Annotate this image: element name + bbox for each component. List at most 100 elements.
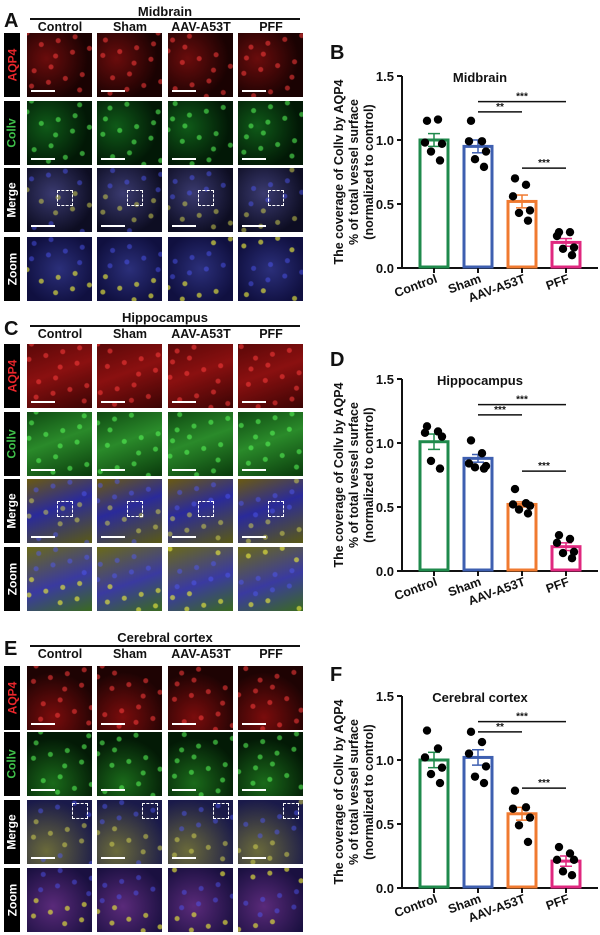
x-tick-label: PFF — [544, 892, 571, 913]
scale-bar — [101, 400, 125, 403]
data-point — [567, 554, 577, 563]
row-label-zoom: Zoom — [4, 868, 20, 932]
y-axis-label: The coverage of Collv by AQP4 — [332, 79, 346, 264]
data-point — [525, 206, 535, 215]
panel-letter-c: C — [4, 318, 19, 340]
data-point — [514, 505, 524, 514]
scale-bar — [101, 89, 125, 92]
column-header: Control — [37, 647, 83, 661]
scale-bar — [242, 468, 266, 471]
micrograph-zoom-pff — [238, 547, 303, 611]
data-point — [464, 459, 474, 468]
scale-bar — [31, 856, 55, 859]
y-axis-label: (normalized to control) — [362, 407, 376, 542]
micrograph-zoom-sham — [97, 868, 162, 932]
scale-bar — [172, 788, 196, 791]
data-point — [422, 116, 432, 126]
micrograph-aqp4-control — [27, 33, 92, 97]
micrograph-collv-control — [27, 101, 92, 165]
scale-bar — [31, 788, 55, 791]
scale-bar — [172, 468, 196, 471]
zoom-roi-box — [213, 803, 229, 819]
y-tick-label: 1.5 — [376, 372, 394, 387]
zoom-roi-box — [142, 803, 158, 819]
data-point — [437, 763, 447, 772]
data-point — [552, 538, 562, 548]
y-tick-label: 0.0 — [376, 564, 394, 579]
data-point — [422, 726, 432, 735]
panel-letter-d: D — [330, 349, 344, 371]
data-point — [479, 464, 489, 473]
scale-bar — [172, 400, 196, 403]
micrograph-merge-control — [27, 479, 92, 543]
y-tick-label: 1.5 — [376, 69, 394, 84]
data-point — [477, 137, 487, 146]
title-underline — [30, 18, 300, 20]
zoom-roi-box — [198, 190, 214, 206]
micrograph-collv-control — [27, 732, 92, 796]
data-point — [554, 530, 564, 540]
zoom-roi-box — [127, 190, 143, 206]
y-axis-label: % of total vessel surface — [347, 402, 361, 548]
scale-bar — [31, 157, 55, 160]
data-point — [435, 156, 445, 165]
region-title: Hippocampus — [122, 310, 208, 325]
region-title: Cerebral cortex — [117, 630, 213, 645]
scale-bar — [172, 722, 196, 725]
data-point — [435, 464, 445, 473]
data-point — [510, 174, 520, 183]
panel-letter-b: B — [330, 42, 344, 64]
data-point — [558, 867, 568, 876]
scale-bar — [101, 224, 125, 227]
row-label-merge: Merge — [4, 479, 20, 543]
data-point — [479, 778, 489, 788]
column-header: Control — [37, 327, 83, 341]
scale-bar — [242, 722, 266, 725]
data-point — [477, 449, 487, 458]
micrograph-aqp4-pff — [238, 666, 303, 730]
significance-stars: *** — [516, 92, 528, 103]
micrograph-zoom-aav-a53t — [168, 868, 233, 932]
column-header: Sham — [112, 327, 148, 341]
zoom-roi-box — [127, 501, 143, 517]
data-point — [433, 744, 443, 753]
chart-title: Hippocampus — [437, 373, 523, 388]
zoom-roi-box — [57, 190, 73, 206]
column-header: AAV-A53T — [171, 20, 231, 34]
data-point — [479, 162, 489, 172]
data-point — [558, 244, 568, 253]
micrograph-aqp4-control — [27, 344, 92, 408]
zoom-roi-box — [72, 803, 88, 819]
title-underline — [30, 325, 300, 327]
data-point — [508, 804, 518, 813]
y-tick-label: 0.0 — [376, 261, 394, 276]
data-point — [466, 436, 476, 445]
micrograph-zoom-pff — [238, 237, 303, 301]
significance-stars: *** — [516, 712, 528, 723]
data-point — [510, 786, 520, 795]
micrograph-merge-aav-a53t — [168, 168, 233, 232]
scale-bar — [242, 788, 266, 791]
row-label-merge: Merge — [4, 168, 20, 232]
data-point — [470, 772, 480, 781]
data-point — [569, 855, 579, 865]
zoom-roi-box — [57, 501, 73, 517]
x-tick-label: PFF — [544, 575, 571, 596]
data-point — [567, 251, 577, 260]
scale-bar — [101, 468, 125, 471]
zoom-roi-box — [268, 501, 284, 517]
significance-stars: *** — [516, 395, 528, 406]
significance-stars: *** — [538, 158, 550, 169]
micrograph-merge-sham — [97, 168, 162, 232]
data-point — [437, 432, 447, 441]
data-point — [437, 139, 447, 149]
micrograph-merge-control — [27, 168, 92, 232]
data-point — [481, 147, 491, 156]
micrograph-aqp4-sham — [97, 666, 162, 730]
micrograph-zoom-aav-a53t — [168, 237, 233, 301]
data-point — [567, 871, 577, 880]
scale-bar — [101, 856, 125, 859]
micrograph-merge-pff — [238, 800, 303, 864]
column-header: PFF — [259, 20, 283, 34]
data-point — [481, 762, 491, 771]
